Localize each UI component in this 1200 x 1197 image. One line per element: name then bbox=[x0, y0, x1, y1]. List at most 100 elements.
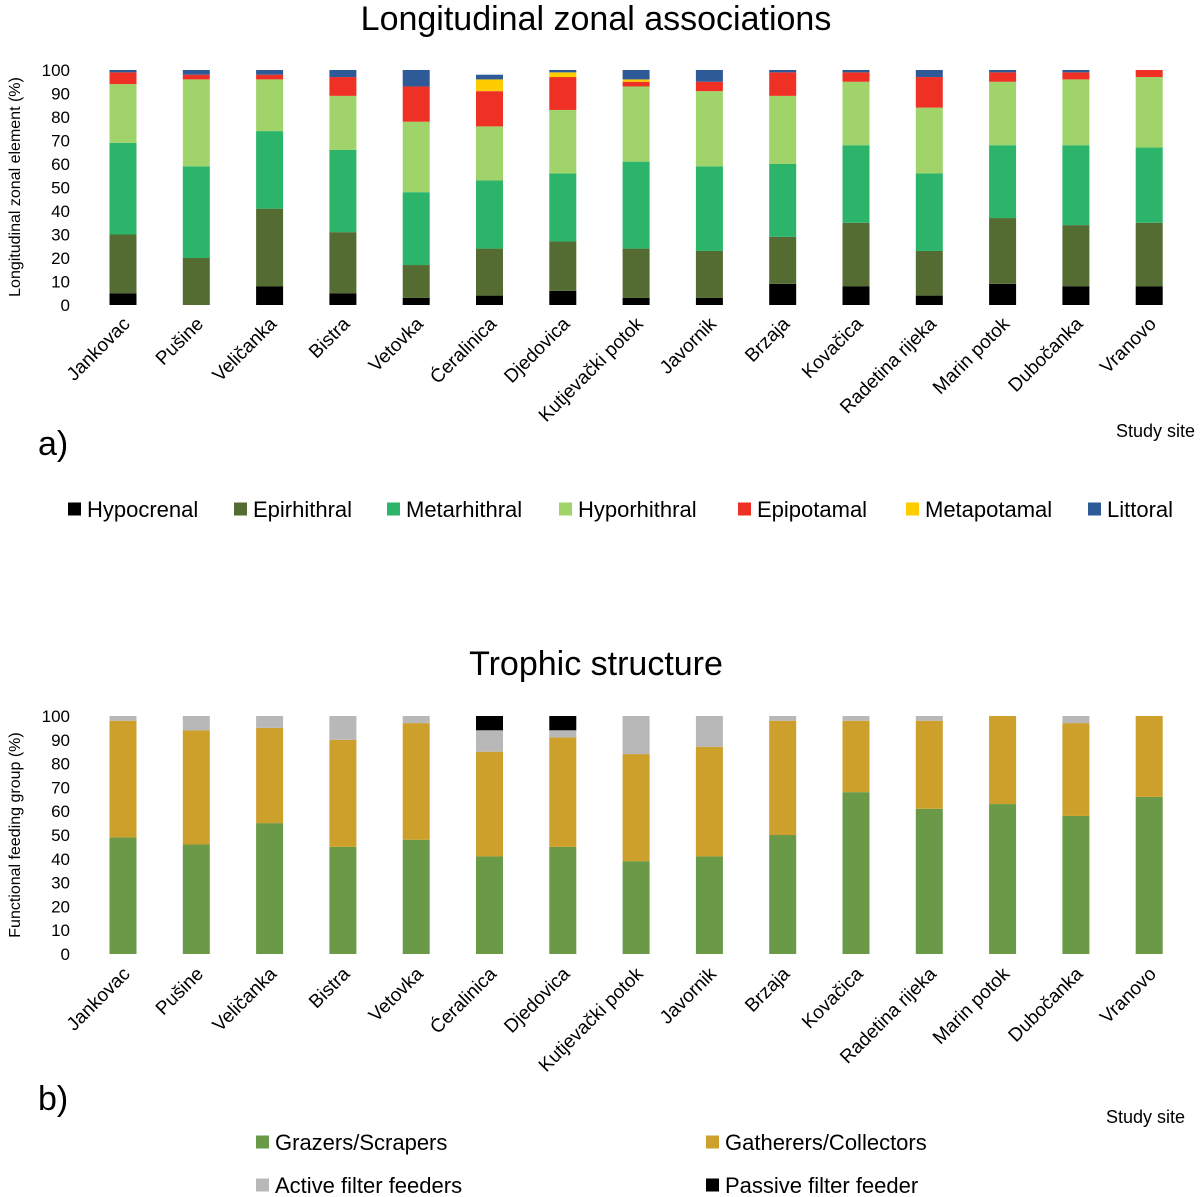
category-label-dubocanka: Dubočanka bbox=[1005, 313, 1088, 396]
category-label-djedovica: Djedovica bbox=[500, 313, 574, 387]
category-label-vetovka: Vetovka bbox=[365, 963, 428, 1026]
bar-segment-littoral-ceralinica bbox=[476, 74, 503, 80]
bar-segment-epipotamal-marin-potok bbox=[989, 72, 1017, 82]
bar-segment-epipotamal-vetovka bbox=[402, 86, 430, 122]
legend-item-grazers-scrapers: Grazers/Scrapers bbox=[256, 1130, 447, 1155]
bar-segment-grazers-scrapers-vranovo bbox=[1135, 796, 1163, 954]
chart-b-ytick-label: 60 bbox=[51, 802, 70, 821]
chart-b-ytick-label: 50 bbox=[51, 826, 70, 845]
bar-segment-gatherers-collectors-radetina-rijeka bbox=[915, 720, 943, 809]
chart-b-ytick-label: 70 bbox=[51, 778, 70, 797]
bar-segment-hypocrenal-dubocanka bbox=[1062, 286, 1090, 305]
bar-segment-metarhithral-dubocanka bbox=[1062, 145, 1090, 226]
legend-swatch bbox=[906, 502, 919, 516]
bar-segment-hypocrenal-ceralinica bbox=[476, 295, 503, 305]
bar-segment-littoral-marin-potok bbox=[989, 70, 1017, 73]
chart-b-ytick-label: 100 bbox=[42, 707, 70, 726]
chart-b-ytick-label: 80 bbox=[51, 755, 70, 774]
legend-label: Epipotamal bbox=[757, 497, 867, 522]
bar-segment-active-filter-feeders-kutjevacki-potok bbox=[622, 716, 650, 755]
bar-segment-grazers-scrapers-javornik bbox=[695, 856, 723, 954]
chart-a-xlabel: Study site bbox=[1116, 421, 1195, 441]
bar-segment-gatherers-collectors-jankovac bbox=[109, 720, 137, 838]
chart-a-ytick-label: 100 bbox=[42, 61, 70, 80]
bar-segment-active-filter-feeders-radetina-rijeka bbox=[915, 716, 943, 721]
chart-b-yticks: 0 10 20 30 40 50 60 70 80 90 100 bbox=[42, 707, 70, 964]
legend-item-metapotamal: Metapotamal bbox=[906, 497, 1052, 522]
bar-segment-active-filter-feeders-djedovica bbox=[549, 730, 577, 738]
bar-segment-epipotamal-kutjevacki-potok bbox=[622, 81, 650, 87]
bar-segment-epirhithral-vetovka bbox=[402, 265, 430, 298]
category-label-ceralinica: Ćeralinica bbox=[426, 963, 502, 1039]
legend-label: Grazers/Scrapers bbox=[275, 1130, 447, 1155]
bar-segment-hyporhithral-marin-potok bbox=[989, 81, 1017, 146]
legend-swatch bbox=[387, 502, 400, 516]
bar-segment-metarhithral-brzaja bbox=[769, 164, 797, 237]
category-label-javornik: Javornik bbox=[656, 963, 721, 1028]
category-label-bistra: Bistra bbox=[305, 313, 354, 362]
legend-item-epirhithral: Epirhithral bbox=[234, 497, 352, 522]
bar-segment-hyporhithral-vranovo bbox=[1135, 77, 1163, 148]
category-label-kovacica: Kovačica bbox=[798, 963, 868, 1033]
legend-swatch bbox=[1088, 502, 1101, 516]
bar-segment-epipotamal-bistra bbox=[329, 77, 357, 96]
chart-b-bars bbox=[109, 716, 1163, 954]
bar-segment-grazers-scrapers-marin-potok bbox=[989, 804, 1017, 954]
category-label-vranovo: Vranovo bbox=[1096, 964, 1160, 1028]
bar-segment-littoral-velicanka bbox=[256, 70, 284, 75]
bar-segment-epipotamal-djedovica bbox=[549, 77, 577, 110]
bar-segment-epirhithral-djedovica bbox=[549, 241, 577, 291]
bar-segment-hyporhithral-pusine bbox=[182, 79, 210, 167]
chart-b-ytick-label: 20 bbox=[51, 897, 70, 916]
bar-segment-active-filter-feeders-velicanka bbox=[256, 716, 284, 728]
bar-segment-epirhithral-vranovo bbox=[1135, 222, 1163, 287]
category-label-brzaja: Brzaja bbox=[741, 313, 794, 366]
bar-segment-active-filter-feeders-dubocanka bbox=[1062, 716, 1090, 724]
chart-a-categories: Jankovac Pušine Veličanka Bistra VetovkaĆera… bbox=[63, 313, 1161, 427]
bar-segment-hyporhithral-ceralinica bbox=[476, 126, 503, 181]
bar-segment-grazers-scrapers-vetovka bbox=[402, 839, 430, 954]
bar-segment-metarhithral-djedovica bbox=[549, 173, 577, 242]
bar-segment-littoral-dubocanka bbox=[1062, 70, 1090, 73]
bar-segment-hypocrenal-brzaja bbox=[769, 283, 797, 305]
bar-segment-epipotamal-ceralinica bbox=[476, 91, 503, 127]
legend-swatch bbox=[256, 1135, 269, 1149]
legend-label: Hyporhithral bbox=[578, 497, 697, 522]
legend-swatch bbox=[68, 502, 81, 516]
chart-b-categories: Jankovac Pušine Veličanka Bistra VetovkaĆera… bbox=[63, 963, 1161, 1077]
bar-segment-gatherers-collectors-brzaja bbox=[769, 720, 797, 835]
bar-segment-littoral-bistra bbox=[329, 70, 357, 78]
chart-b-ytick-label: 90 bbox=[51, 731, 70, 750]
bar-segment-grazers-scrapers-kutjevacki-potok bbox=[622, 861, 650, 954]
category-label-vranovo: Vranovo bbox=[1096, 314, 1160, 378]
chart-a-ytick-label: 40 bbox=[51, 202, 70, 221]
category-label-bistra: Bistra bbox=[305, 963, 354, 1012]
category-label-jankovac: Jankovac bbox=[63, 964, 135, 1036]
legend-item-gatherers-collectors: Gatherers/Collectors bbox=[706, 1130, 927, 1155]
legend-label: Hypocrenal bbox=[87, 497, 198, 522]
bar-segment-hypocrenal-vranovo bbox=[1135, 286, 1163, 305]
chart-b-ylabel: Functional feeding group (%) bbox=[7, 732, 24, 937]
chart-b-ytick-label: 0 bbox=[61, 945, 70, 964]
bar-segment-epipotamal-dubocanka bbox=[1062, 72, 1090, 80]
bar-segment-epirhithral-jankovac bbox=[109, 234, 137, 294]
chart-b-ytick-label: 30 bbox=[51, 874, 70, 893]
legend-label: Passive filter feeder bbox=[725, 1173, 918, 1197]
bar-segment-epirhithral-dubocanka bbox=[1062, 225, 1090, 287]
bar-segment-gatherers-collectors-djedovica bbox=[549, 737, 577, 847]
chart-a-ytick-label: 80 bbox=[51, 108, 70, 127]
category-label-velicanka: Veličanka bbox=[209, 963, 282, 1036]
legend-label: Gatherers/Collectors bbox=[725, 1130, 927, 1155]
bar-segment-epirhithral-velicanka bbox=[256, 208, 284, 287]
bar-segment-hyporhithral-javornik bbox=[695, 91, 723, 167]
bar-segment-metarhithral-pusine bbox=[182, 166, 210, 258]
bar-segment-epirhithral-kovacica bbox=[842, 222, 870, 287]
chart-b: Trophic structure Functional feeding gro… bbox=[7, 645, 1185, 1197]
bar-segment-active-filter-feeders-bistra bbox=[329, 716, 357, 740]
bar-segment-metarhithral-radetina-rijeka bbox=[915, 173, 943, 251]
category-label-djedovica: Djedovica bbox=[500, 963, 574, 1037]
bar-segment-gatherers-collectors-pusine bbox=[182, 730, 210, 845]
bar-segment-gatherers-collectors-bistra bbox=[329, 739, 357, 847]
category-label-jankovac: Jankovac bbox=[63, 314, 135, 386]
bar-segment-epipotamal-pusine bbox=[182, 74, 210, 80]
